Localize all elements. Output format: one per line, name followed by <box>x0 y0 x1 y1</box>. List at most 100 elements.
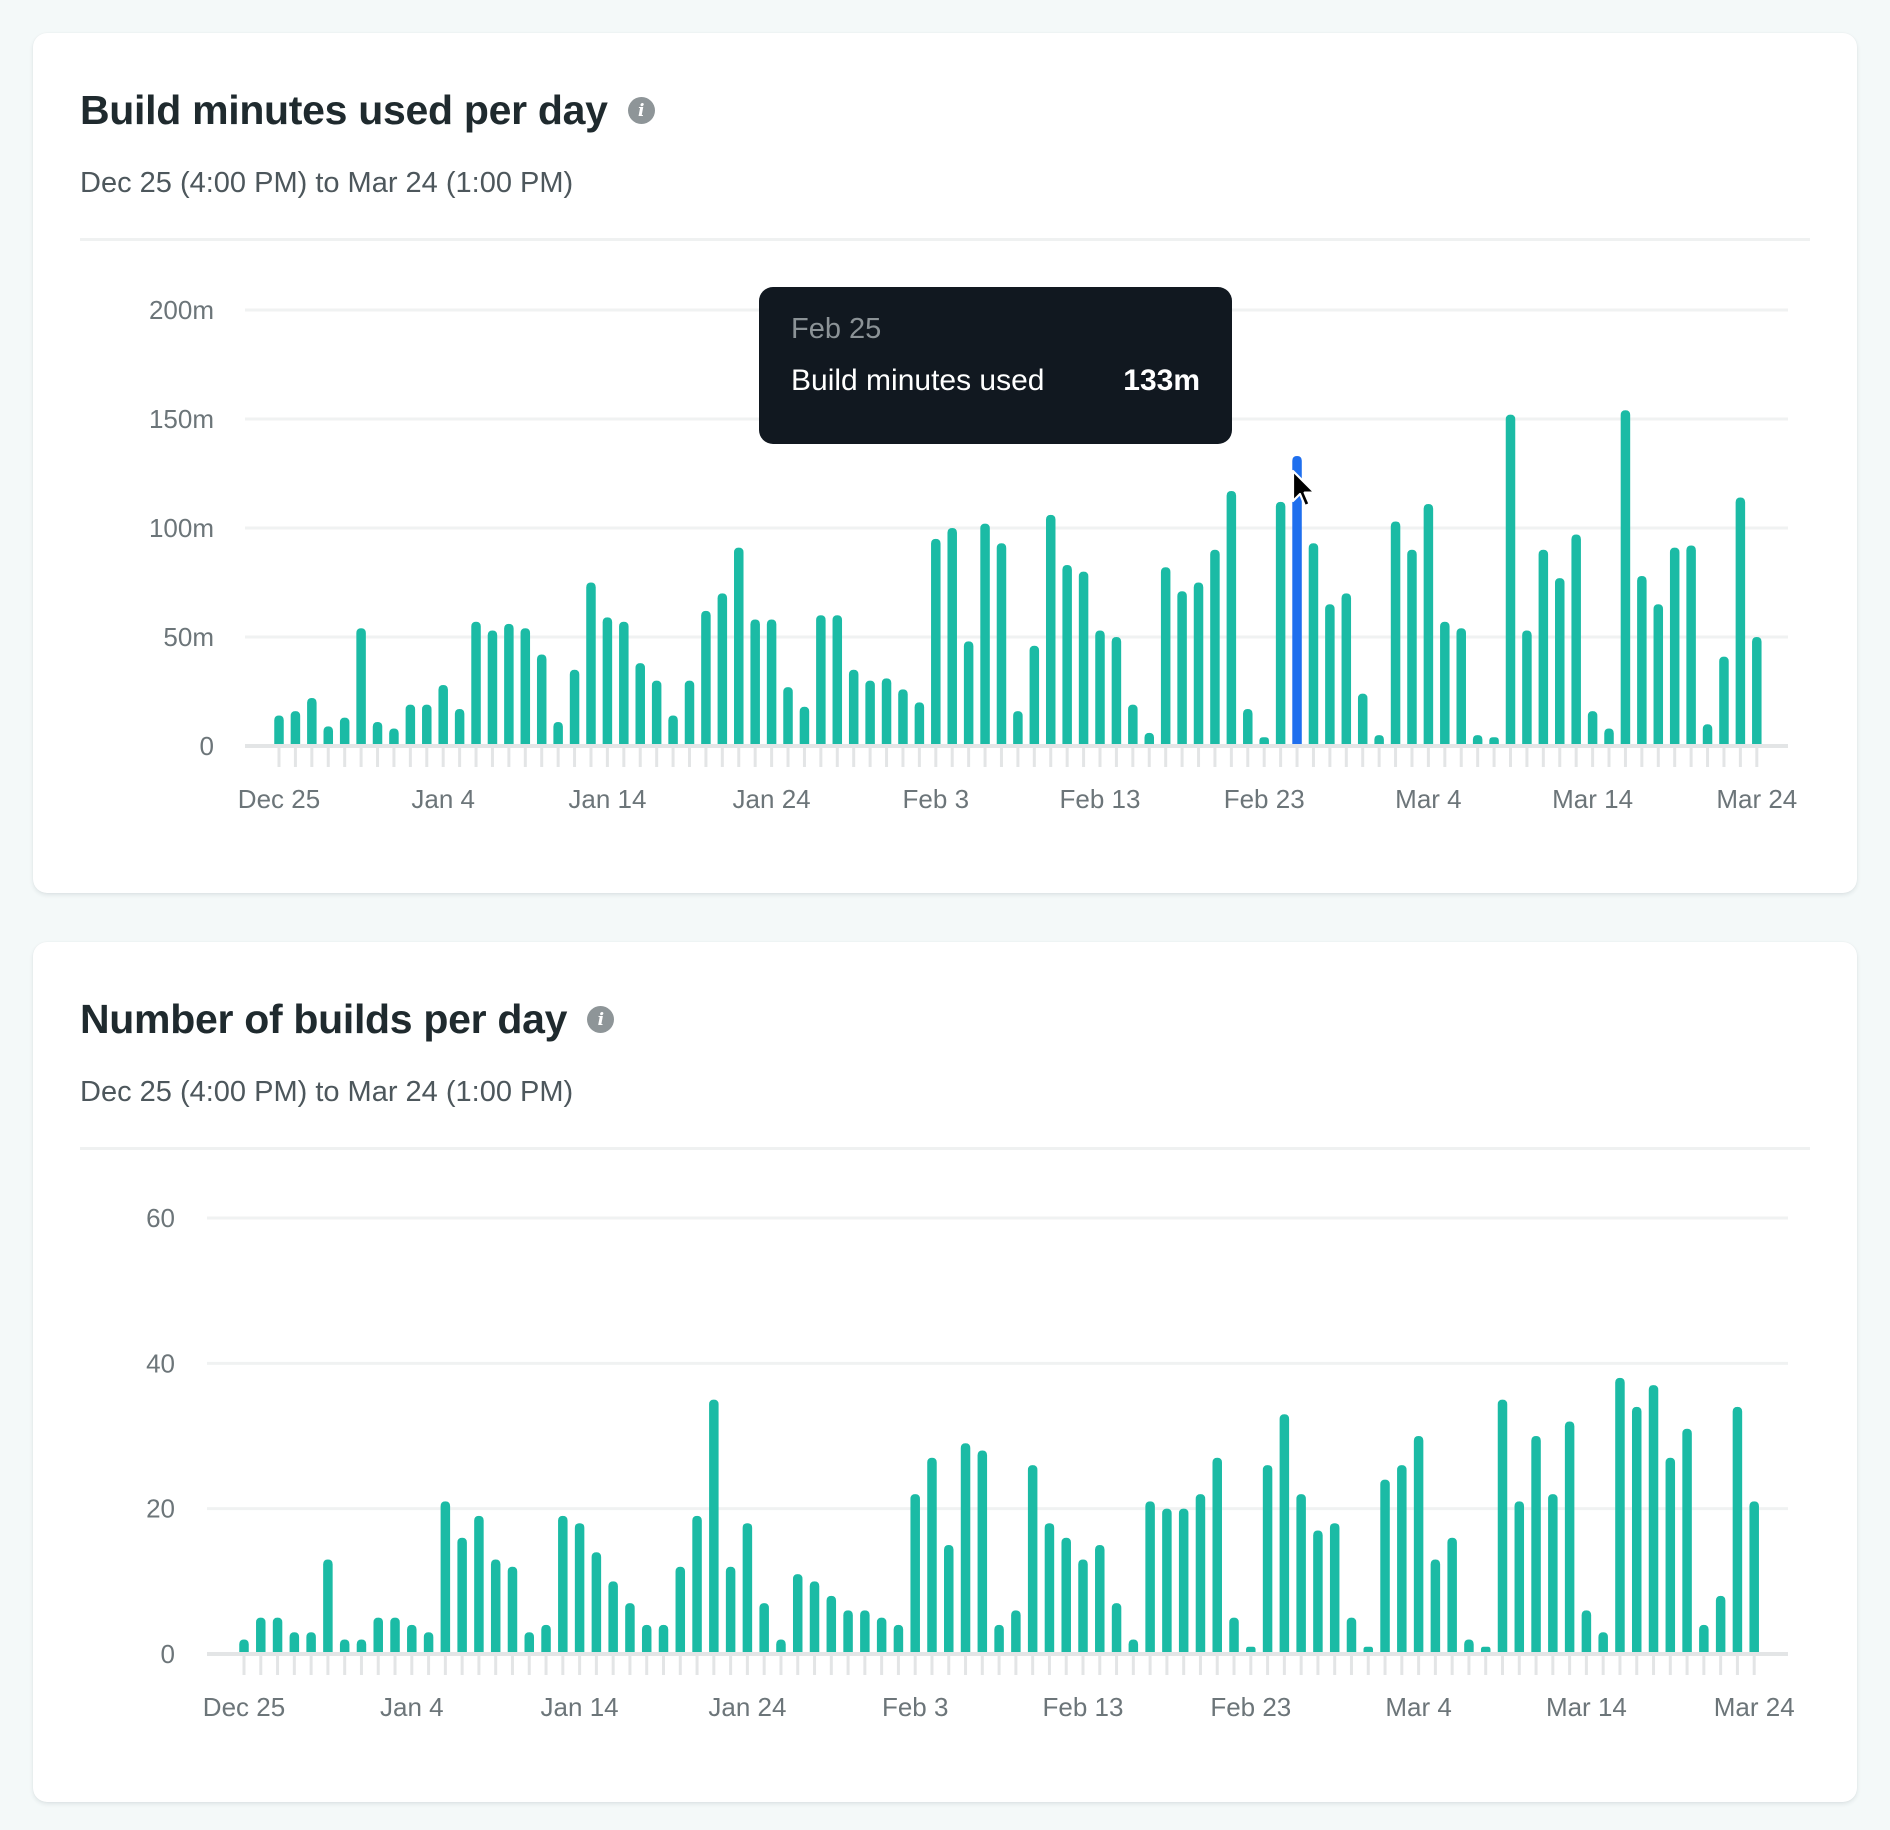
bar <box>832 615 843 744</box>
bar <box>1380 1479 1390 1652</box>
bar <box>947 528 957 744</box>
bar <box>1195 1494 1206 1652</box>
bar <box>1226 490 1237 744</box>
bar <box>423 1632 434 1652</box>
bar <box>1480 1646 1491 1652</box>
bar <box>848 669 859 744</box>
bar <box>1045 514 1056 744</box>
bar <box>1027 1465 1038 1652</box>
bar <box>558 1515 568 1652</box>
bar <box>1587 711 1598 744</box>
bar <box>675 1566 686 1652</box>
bar <box>658 1624 669 1652</box>
bar <box>1665 1457 1676 1652</box>
divider <box>80 1147 1810 1150</box>
card-title: Number of builds per day i <box>80 996 615 1043</box>
bar <box>356 628 366 744</box>
y-tick-label: 40 <box>146 1348 175 1378</box>
bar <box>440 1501 451 1652</box>
bar <box>1407 549 1417 744</box>
date-range: Dec 25 (4:00 PM) to Mar 24 (1:00 PM) <box>80 1076 574 1108</box>
bar <box>799 706 810 744</box>
y-tick-label: 60 <box>146 1203 175 1233</box>
bar <box>1313 1530 1323 1652</box>
bar <box>641 1624 652 1652</box>
bar <box>1637 575 1647 744</box>
bar <box>1363 1646 1374 1652</box>
x-tick-label: Feb 23 <box>1210 1692 1291 1722</box>
bar <box>1497 1399 1508 1652</box>
x-tick-label: Mar 4 <box>1385 1692 1451 1722</box>
x-tick-label: Feb 13 <box>1043 1692 1124 1722</box>
tooltip-row: Build minutes used 133m <box>791 364 1200 398</box>
bar <box>1212 1457 1222 1652</box>
bar <box>1044 1523 1055 1652</box>
bar <box>1325 604 1335 744</box>
bar <box>1128 1639 1139 1652</box>
bar <box>438 684 448 744</box>
bar <box>668 715 678 744</box>
bar <box>1308 543 1319 744</box>
bar <box>792 1574 803 1652</box>
bar <box>651 680 662 744</box>
bar <box>608 1581 618 1652</box>
info-icon[interactable]: i <box>627 97 655 124</box>
bar <box>750 619 760 744</box>
bar <box>1346 1617 1357 1652</box>
bar <box>1648 1385 1659 1652</box>
bar <box>625 1603 635 1652</box>
bar <box>709 1399 719 1652</box>
x-tick-label: Mar 24 <box>1714 1692 1795 1722</box>
x-tick-label: Mar 14 <box>1552 784 1633 814</box>
bar <box>1505 414 1516 744</box>
bar <box>1128 704 1138 744</box>
bar <box>405 704 416 744</box>
bar <box>1699 1624 1709 1652</box>
bar <box>1732 1406 1743 1652</box>
x-tick-label: Feb 13 <box>1060 784 1141 814</box>
bar <box>1472 735 1483 744</box>
bar <box>717 593 728 744</box>
card-title-text: Build minutes used per day <box>80 87 608 133</box>
bar <box>1735 497 1746 744</box>
bar <box>1078 571 1089 744</box>
bar <box>701 610 711 744</box>
bar <box>272 1617 283 1652</box>
bar <box>1029 645 1040 744</box>
bar <box>574 1523 585 1652</box>
bar <box>407 1624 417 1652</box>
tooltip-label: Build minutes used <box>791 364 1045 397</box>
bar <box>865 680 875 744</box>
bar <box>1397 1465 1407 1652</box>
bar <box>725 1566 736 1652</box>
bar <box>826 1595 837 1652</box>
bar <box>996 543 1007 744</box>
bar <box>1259 737 1269 744</box>
info-icon[interactable]: i <box>587 1006 615 1033</box>
bar <box>692 1515 702 1652</box>
bar <box>307 698 317 744</box>
x-tick-label: Jan 14 <box>568 784 646 814</box>
bar <box>1144 732 1155 744</box>
bar <box>569 669 580 744</box>
x-tick-label: Feb 3 <box>882 1692 949 1722</box>
bar <box>910 1494 920 1652</box>
bar <box>602 617 613 744</box>
x-tick-label: Jan 4 <box>380 1692 444 1722</box>
x-tick-label: Mar 24 <box>1716 784 1797 814</box>
bar <box>1390 521 1401 744</box>
divider <box>80 238 1810 241</box>
bar <box>1423 504 1434 744</box>
bar <box>1464 1639 1474 1652</box>
bar <box>960 1443 971 1652</box>
mouse-cursor-icon <box>1291 469 1316 508</box>
x-tick-label: Dec 25 <box>238 784 320 814</box>
bar <box>876 1617 887 1652</box>
bar <box>1178 1508 1189 1652</box>
bar <box>1456 628 1466 744</box>
bar <box>474 1515 484 1652</box>
bar <box>1752 637 1762 744</box>
bar <box>1489 737 1499 744</box>
bar <box>1604 728 1614 744</box>
